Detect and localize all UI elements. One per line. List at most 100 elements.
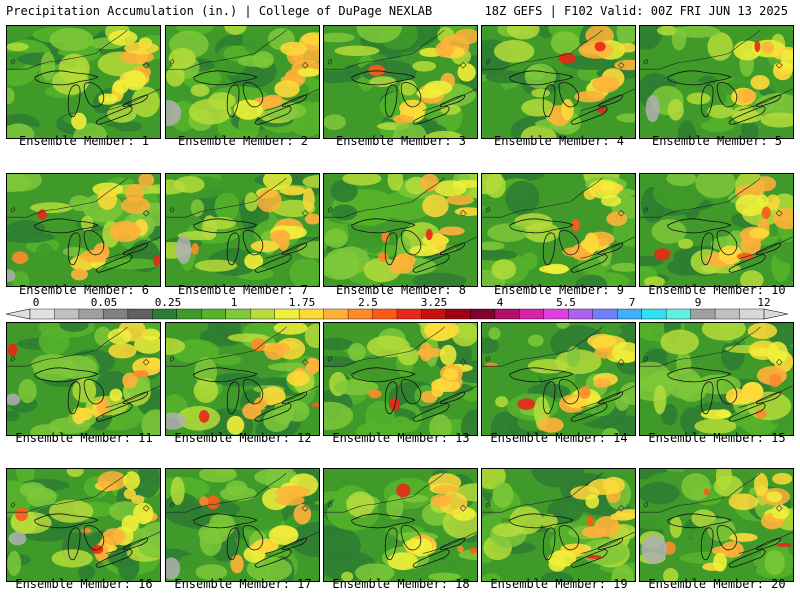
colorbar-swatch [592, 308, 618, 320]
colorbar-tick-label: 3.25 [420, 296, 448, 309]
ensemble-member-label: Ensemble Member: 3 [335, 134, 467, 148]
precip-map [7, 174, 160, 286]
colorbar-swatch [617, 308, 643, 320]
colorbar-swatch [641, 308, 667, 320]
colorbar-swatch [176, 308, 202, 320]
ensemble-member-label: Ensemble Member: 11 [15, 431, 153, 445]
colorbar-swatch [494, 308, 520, 320]
colorbar-tick-label: 1 [230, 296, 238, 309]
ensemble-member-panel [323, 468, 478, 582]
colorbar-swatch [152, 308, 178, 320]
ensemble-member-panel [481, 322, 636, 436]
colorbar-tick-label: 7 [628, 296, 636, 309]
colorbar-swatch [519, 308, 545, 320]
ensemble-member-panel [481, 173, 636, 287]
ensemble-member-panel [6, 468, 161, 582]
ensemble-member-label: Ensemble Member: 2 [177, 134, 309, 148]
colorbar-swatch [739, 308, 765, 320]
ensemble-member-label: Ensemble Member: 17 [174, 577, 312, 591]
colorbar-swatch [543, 308, 569, 320]
colorbar-swatch [29, 308, 55, 320]
ensemble-member-label: Ensemble Member: 8 [335, 283, 467, 297]
ensemble-member-panel [639, 25, 794, 139]
precip-map [7, 323, 160, 435]
map-title: Precipitation Accumulation (in.) | Colle… [6, 4, 433, 18]
ensemble-member-label: Ensemble Member: 4 [493, 134, 625, 148]
colorbar-swatch [78, 308, 104, 320]
ensemble-member-label: Ensemble Member: 14 [490, 431, 628, 445]
colorbar-tick-label: 5.5 [556, 296, 576, 309]
colorbar-swatch [54, 308, 80, 320]
ensemble-member-label: Ensemble Member: 10 [648, 283, 786, 297]
ensemble-member-panel [481, 468, 636, 582]
ensemble-member-label: Ensemble Member: 6 [18, 283, 150, 297]
precip-map [640, 323, 793, 435]
ensemble-member-panel [323, 173, 478, 287]
colorbar-swatch [568, 308, 594, 320]
colorbar-swatch [445, 308, 471, 320]
ensemble-member-panel [165, 468, 320, 582]
colorbar-swatch [665, 308, 692, 320]
colorbar-swatch [127, 308, 153, 320]
precip-map [482, 469, 635, 581]
ensemble-member-label: Ensemble Member: 19 [490, 577, 628, 591]
colorbar-swatch [274, 308, 300, 320]
ensemble-member-label: Ensemble Member: 12 [174, 431, 312, 445]
precip-map [640, 26, 793, 138]
colorbar-swatch [714, 308, 741, 320]
precip-map [482, 174, 635, 286]
precip-map [166, 469, 319, 581]
precip-map [166, 174, 319, 286]
precip-map [324, 26, 477, 138]
ensemble-member-panel [323, 322, 478, 436]
ensemble-member-label: Ensemble Member: 16 [15, 577, 153, 591]
colorbar-swatch [225, 308, 251, 320]
ensemble-member-panel [165, 173, 320, 287]
colorbar-swatch [421, 308, 447, 320]
precip-map [166, 26, 319, 138]
colorbar-tick-label: 4 [496, 296, 504, 309]
model-run-info: 18Z GEFS | F102 Valid: 00Z FRI JUN 13 20… [484, 4, 788, 18]
ensemble-member-label: Ensemble Member: 1 [18, 134, 150, 148]
ensemble-member-panel [6, 25, 161, 139]
precip-map [482, 323, 635, 435]
ensemble-member-label: Ensemble Member: 15 [648, 431, 786, 445]
colorbar-swatch [396, 308, 422, 320]
colorbar-swatch [298, 308, 325, 320]
ensemble-member-label: Ensemble Member: 7 [177, 283, 309, 297]
ensemble-member-label: Ensemble Member: 13 [332, 431, 470, 445]
precip-map [7, 469, 160, 581]
colorbar-tick-label: 1.75 [288, 296, 316, 309]
colorbar-tick-label: 0.25 [154, 296, 182, 309]
colorbar-tick-label: 12 [757, 296, 771, 309]
ensemble-member-label: Ensemble Member: 20 [648, 577, 786, 591]
precip-map [324, 323, 477, 435]
precip-map [7, 26, 160, 138]
colorbar-swatch [103, 308, 129, 320]
colorbar-swatch [323, 308, 349, 320]
ensemble-member-panel [323, 25, 478, 139]
colorbar-tick-label: 9 [694, 296, 702, 309]
ensemble-member-panel [165, 25, 320, 139]
precip-map [640, 469, 793, 581]
colorbar-tick-label: 2.5 [358, 296, 378, 309]
precip-map [640, 174, 793, 286]
precip-map [482, 26, 635, 138]
precip-map [324, 174, 477, 286]
ensemble-member-panel [165, 322, 320, 436]
ensemble-member-panel [6, 322, 161, 436]
colorbar-swatch [372, 308, 398, 320]
ensemble-member-panel [639, 173, 794, 287]
colorbar-swatch [690, 308, 716, 320]
ensemble-member-panel [639, 468, 794, 582]
ensemble-member-panel [6, 173, 161, 287]
ensemble-member-label: Ensemble Member: 5 [651, 134, 783, 148]
ensemble-member-panel [639, 322, 794, 436]
colorbar-tick-label: 0 [32, 296, 40, 309]
precip-map [166, 323, 319, 435]
colorbar-swatch [470, 308, 496, 320]
ensemble-member-panel [481, 25, 636, 139]
colorbar-swatch [249, 308, 276, 320]
ensemble-member-label: Ensemble Member: 18 [332, 577, 470, 591]
colorbar-tick-label: 0.05 [90, 296, 118, 309]
